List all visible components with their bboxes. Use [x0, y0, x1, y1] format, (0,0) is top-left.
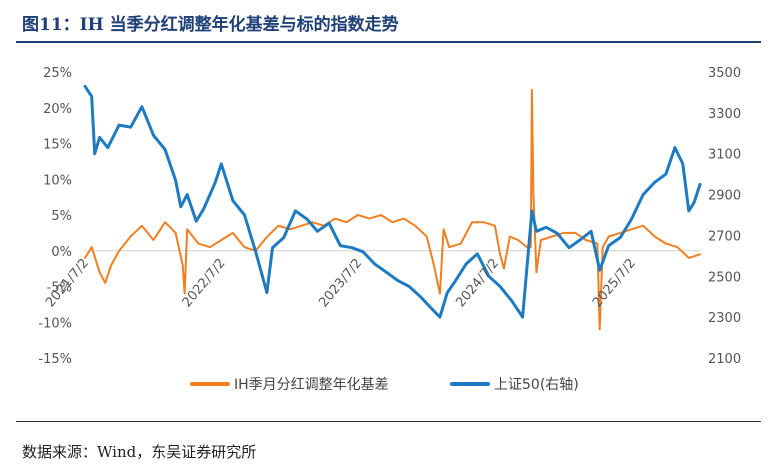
y-left-tick-label: -15%	[38, 352, 72, 367]
y-left-tick-label: 25%	[43, 66, 72, 81]
y-left-tick-label: -10%	[38, 316, 72, 331]
y-left-tick-label: -5%	[47, 281, 72, 296]
title-rule	[16, 41, 761, 43]
source-note: 数据来源：Wind，东吴证券研究所	[22, 443, 257, 461]
y-right-tick-label: 3500	[708, 66, 741, 81]
y-right-tick-label: 2100	[708, 352, 741, 367]
legend-label-index: 上证50(右轴)	[494, 377, 579, 393]
y-right-tick-label: 2900	[708, 189, 741, 204]
x-tick-label: 2022/7/2	[180, 256, 229, 310]
legend: IH季月分红调整年化基差 上证50(右轴)	[190, 376, 579, 393]
x-tick-label: 2023/7/2	[316, 256, 365, 310]
series-layer	[83, 84, 702, 331]
y-axis-right: 2100 2300 2500 2700 2900 3100 3300 3500	[708, 66, 741, 367]
y-left-tick-label: 20%	[43, 102, 72, 117]
figure-title: 图11：IH 当季分红调整年化基差与标的指数走势	[22, 15, 399, 35]
chart-canvas: -15% -10% -5% 0% 5% 10% 15% 20% 25% 2100 2300 2500…	[38, 66, 741, 393]
legend-label-basis: IH季月分红调整年化基差	[234, 376, 389, 393]
y-right-tick-label: 2700	[708, 229, 741, 244]
y-right-tick-label: 3100	[708, 148, 741, 163]
x-axis: 2021/7/2 2022/7/2 2023/7/2 2024/7/2 2025/7/2	[43, 256, 639, 310]
y-left-tick-label: 10%	[43, 173, 72, 188]
series-line-index	[83, 84, 702, 319]
y-right-tick-label: 3300	[708, 107, 741, 122]
y-axis-left: -15% -10% -5% 0% 5% 10% 15% 20% 25%	[38, 66, 72, 367]
y-left-tick-label: 0%	[51, 245, 72, 260]
y-right-tick-label: 2500	[708, 270, 741, 285]
y-left-tick-label: 5%	[51, 209, 72, 224]
source-rule	[16, 421, 761, 422]
y-left-tick-label: 15%	[43, 138, 72, 153]
y-right-tick-label: 2300	[708, 311, 741, 326]
